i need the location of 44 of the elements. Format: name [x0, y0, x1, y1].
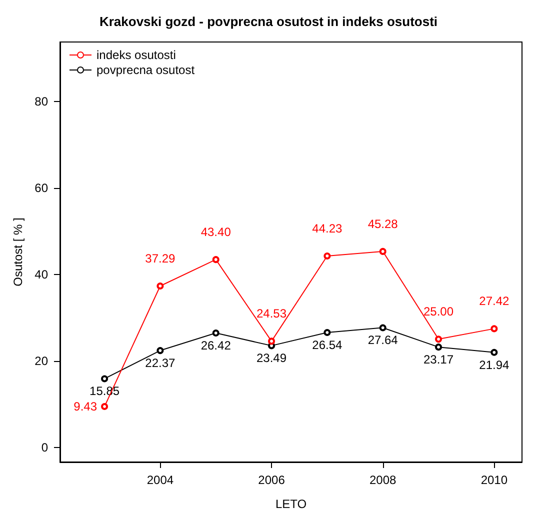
data-label: 9.43 — [74, 400, 98, 414]
point — [156, 282, 164, 290]
point — [379, 248, 386, 255]
legend-label: indeks osutosti — [96, 48, 176, 62]
point — [379, 324, 386, 332]
data-label: 23.49 — [256, 351, 287, 366]
y-tick-label: 80 — [34, 94, 48, 108]
x-tick-label: 2010 — [480, 473, 508, 487]
point — [101, 375, 108, 382]
data-label: 24.53 — [256, 306, 287, 321]
x-tick-label: 2004 — [146, 473, 174, 487]
point — [324, 252, 331, 260]
x-axis-title: LETO — [275, 497, 307, 511]
point — [212, 256, 220, 264]
y-tick-label: 60 — [34, 180, 48, 195]
data-label: 21.94 — [479, 358, 510, 372]
y-axis-title: Osutost [ % ] — [10, 218, 25, 286]
data-label: 45.28 — [368, 216, 398, 231]
data-label: 26.42 — [200, 338, 232, 353]
data-label: 27.64 — [368, 333, 398, 348]
y-tick-label: 20 — [34, 354, 48, 368]
y-tick-label: 40 — [34, 267, 48, 282]
data-label: 27.42 — [479, 294, 510, 308]
data-label: 23.17 — [423, 352, 454, 367]
point — [156, 347, 164, 354]
point — [435, 336, 442, 343]
point — [324, 329, 331, 336]
point — [490, 325, 498, 332]
point — [212, 330, 220, 337]
point — [435, 344, 442, 351]
x-tick-label: 2006 — [258, 473, 286, 487]
data-label: 44.23 — [312, 221, 343, 236]
data-label: 25.00 — [423, 304, 454, 319]
legend-label: povprecna osutost — [96, 63, 196, 77]
point — [268, 338, 276, 345]
data-label: 26.54 — [312, 338, 343, 352]
point — [101, 403, 108, 410]
y-tick-label: 0 — [41, 440, 48, 454]
data-label: 37.29 — [145, 252, 176, 266]
x-tick-label: 2008 — [369, 473, 397, 487]
data-label: 43.40 — [200, 225, 232, 240]
chart-title: Krakovski gozd - povprecna osutost in indeks osutosti — [99, 14, 438, 29]
point — [490, 348, 498, 356]
data-label: 22.37 — [145, 356, 176, 370]
